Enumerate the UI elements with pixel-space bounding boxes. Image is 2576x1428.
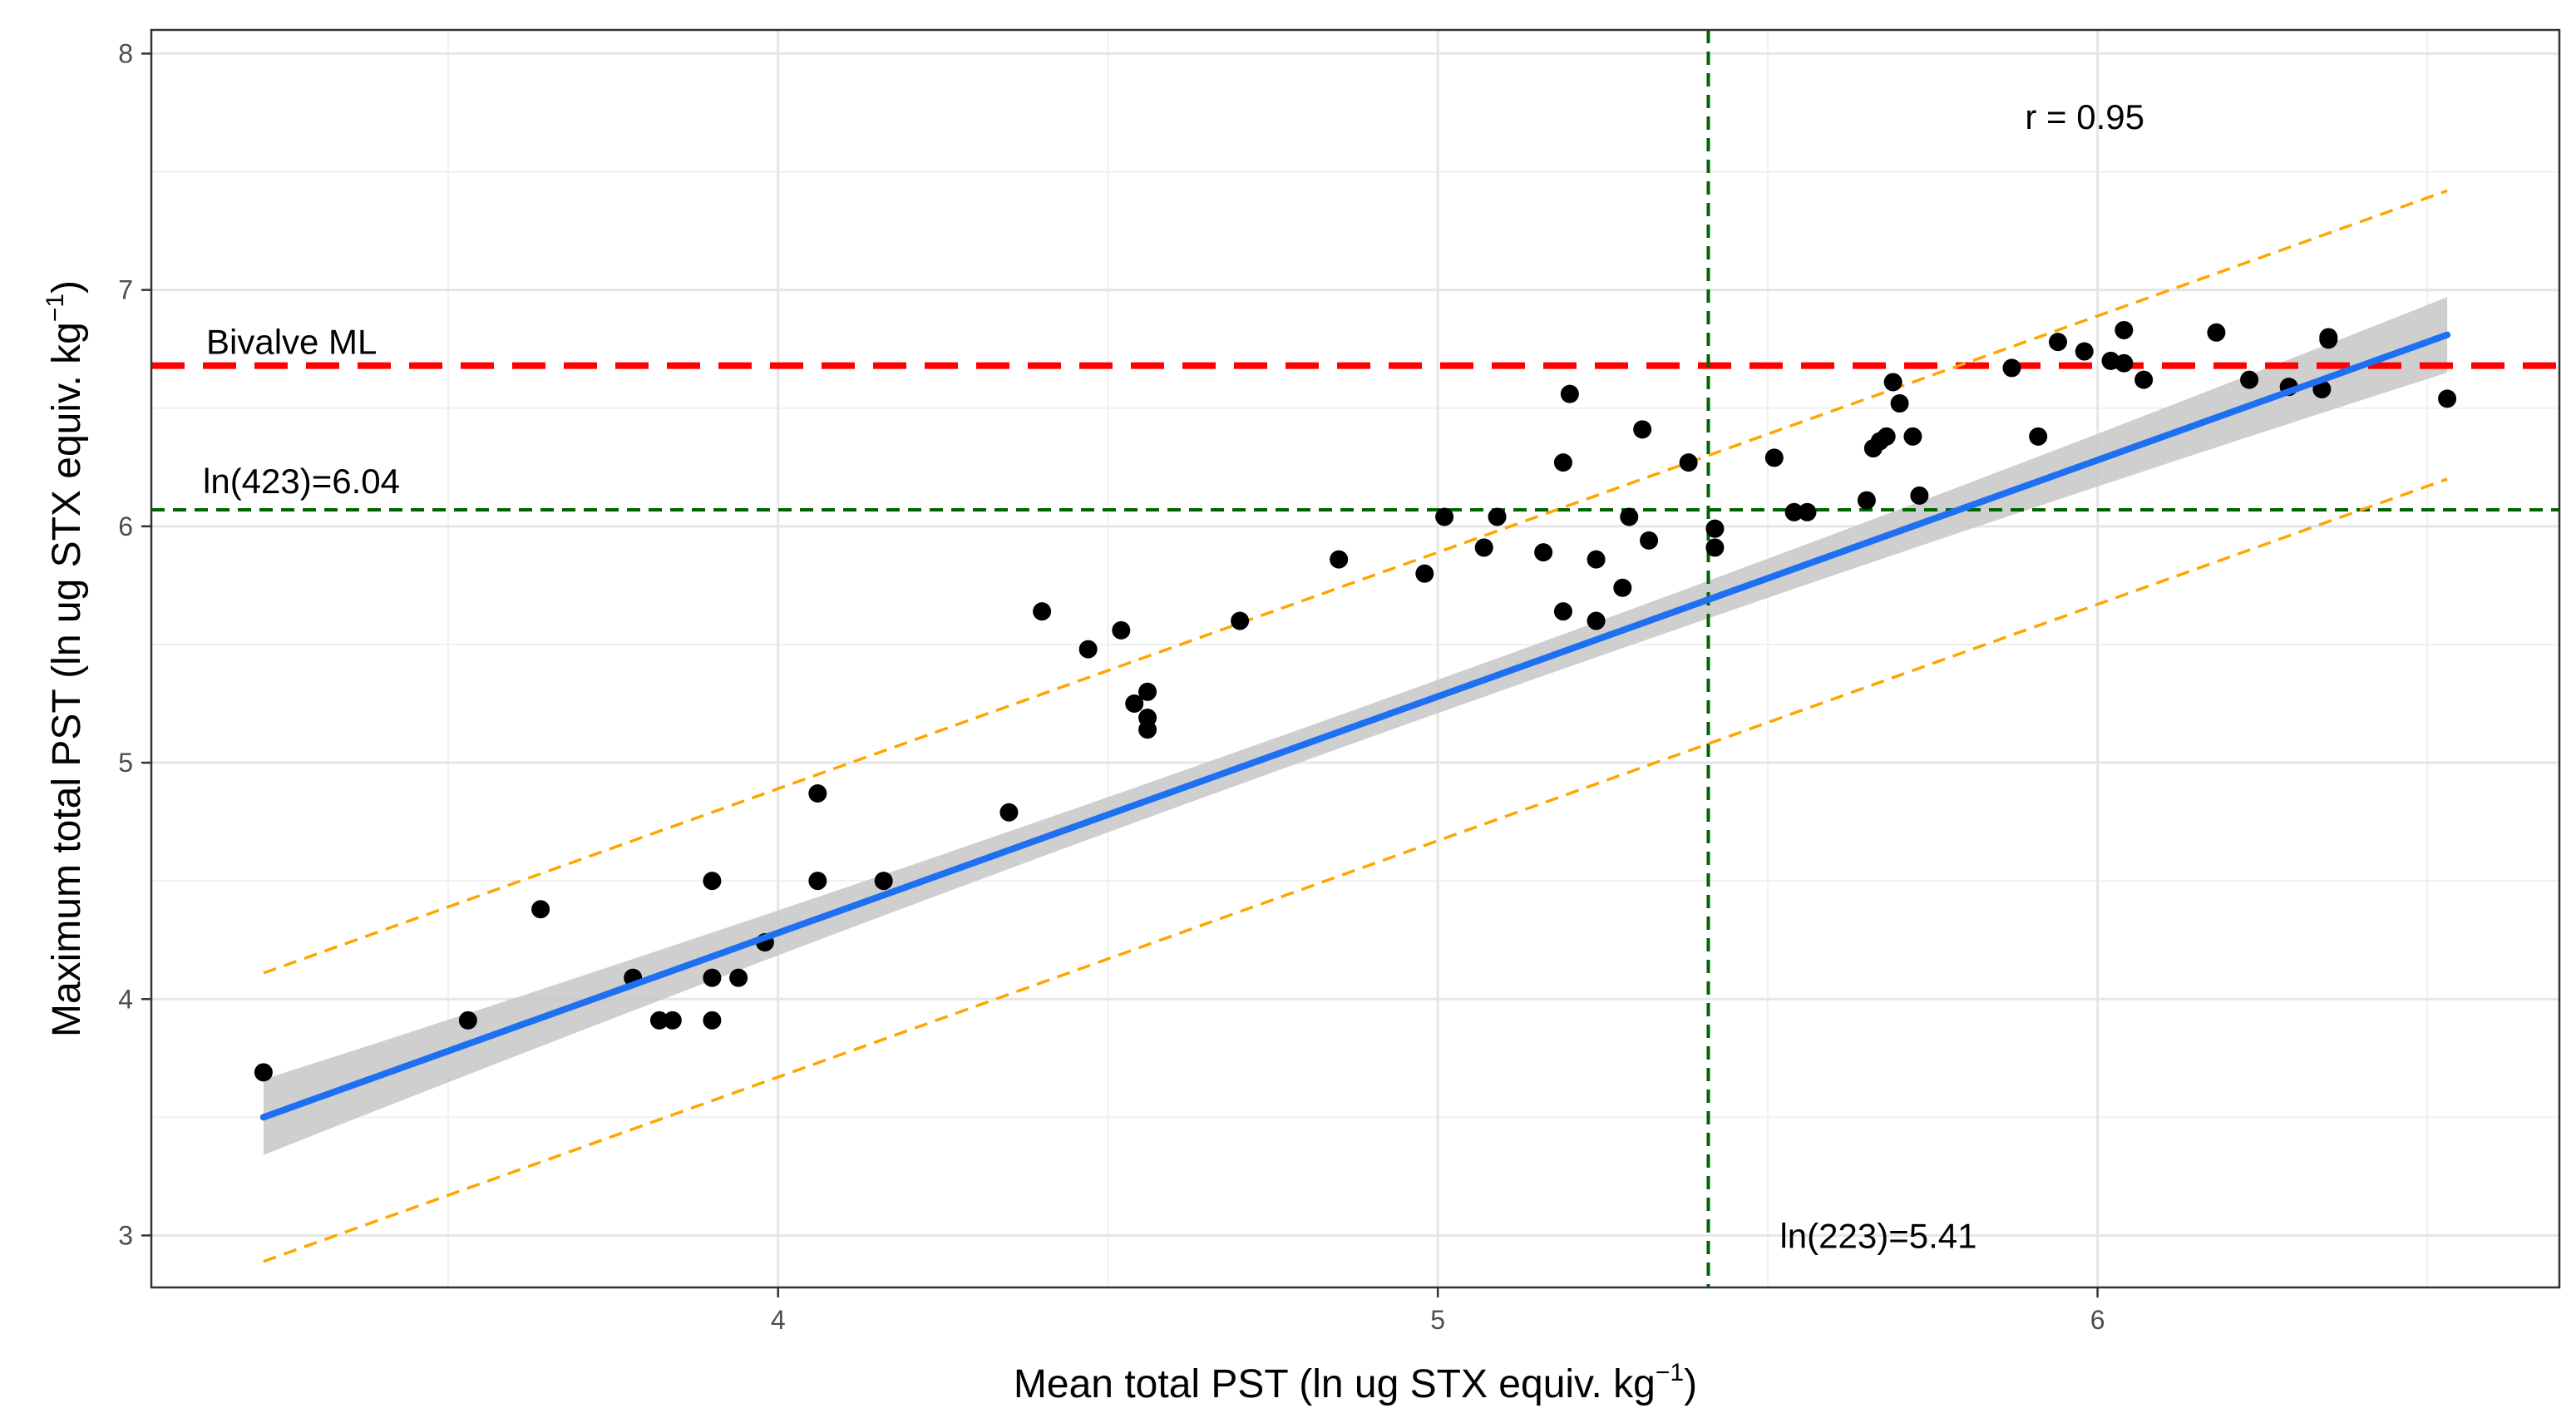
data-point (1125, 694, 1144, 713)
regression-line (259, 331, 2451, 1121)
data-point (1553, 602, 1572, 621)
data-points (254, 320, 2457, 1082)
data-point (531, 900, 550, 919)
data-point (1033, 602, 1052, 621)
data-point (1587, 550, 1606, 569)
data-point (1138, 720, 1157, 739)
data-point (1488, 507, 1507, 526)
data-point (1903, 427, 1922, 446)
bivalve-ml-label: Bivalve ML (206, 323, 377, 362)
x-axis-title-close: ) (1684, 1362, 1697, 1406)
data-point (1910, 486, 1929, 505)
data-point (1231, 611, 1250, 630)
y-tick-label: 8 (118, 38, 133, 68)
prediction-band-lines (263, 189, 2448, 1263)
data-point (1415, 564, 1434, 583)
grid-lines (151, 30, 2559, 1287)
data-point (1330, 550, 1349, 569)
y-tick-label: 4 (118, 984, 133, 1014)
data-point (729, 968, 748, 987)
data-point (703, 872, 722, 891)
y-axis-title-main: Maximum total PST (ln ug STX equiv. kg (45, 322, 89, 1037)
data-point (808, 784, 827, 803)
axis-ticks: 4 5 6 3 4 5 6 7 8 (118, 38, 2105, 1335)
data-point (1435, 507, 1454, 526)
data-point (254, 1063, 273, 1082)
data-point (808, 872, 827, 891)
data-point (458, 1010, 477, 1030)
data-point (1078, 640, 1098, 659)
lower-prediction-line (263, 477, 2448, 1263)
data-point (1112, 620, 1131, 640)
data-point (1587, 611, 1606, 630)
data-point (1877, 427, 1896, 446)
data-point (703, 1010, 722, 1030)
data-point (1560, 384, 1579, 403)
data-point (2207, 323, 2226, 342)
data-point (1705, 538, 1725, 557)
data-point (1857, 491, 1876, 510)
data-point (663, 1010, 682, 1030)
correlation-label: r = 0.95 (2025, 97, 2144, 136)
data-point (1798, 502, 1817, 521)
data-point (2075, 342, 2094, 361)
data-point (2319, 330, 2338, 349)
x-axis-title-main: Mean total PST (ln ug STX equiv. kg (1014, 1362, 1656, 1406)
y-axis-title-sup: −1 (42, 294, 69, 322)
data-point (1138, 682, 1157, 701)
x-tick-label: 6 (2090, 1305, 2105, 1335)
plot-panel-border (150, 28, 2561, 1289)
x-tick-label: 4 (771, 1305, 786, 1335)
x-axis-title: Mean total PST (ln ug STX equiv. kg−1) (1014, 1359, 1697, 1406)
data-point (1705, 519, 1725, 538)
y-tick-label: 3 (118, 1220, 133, 1250)
y-axis-title-close: ) (45, 280, 89, 294)
data-point (1613, 578, 1632, 597)
data-point (2115, 320, 2134, 339)
data-point (1890, 394, 1909, 413)
x-axis-title-sup: −1 (1656, 1359, 1684, 1386)
data-point (1534, 543, 1553, 562)
y-tick-label: 5 (118, 748, 133, 778)
ln223-label: ln(223)=5.41 (1779, 1216, 1976, 1255)
x-tick-label: 5 (1430, 1305, 1445, 1335)
reference-lines (151, 30, 2559, 1287)
data-point (1633, 420, 1652, 439)
data-point (2134, 370, 2154, 389)
data-point (874, 872, 893, 891)
data-point (1553, 453, 1572, 472)
regression-line-layer (259, 331, 2451, 1121)
y-tick-label: 6 (118, 511, 133, 541)
data-point (1883, 373, 1902, 392)
annotations: Bivalve ML ln(423)=6.04 ln(223)=5.41 r =… (203, 97, 2144, 1255)
data-point (1474, 538, 1493, 557)
data-point (999, 803, 1019, 822)
data-point (2438, 389, 2457, 408)
y-axis-title: Maximum total PST (ln ug STX equiv. kg−1… (42, 280, 89, 1037)
data-point (2002, 358, 2021, 378)
data-point (1679, 453, 1698, 472)
data-point (2115, 353, 2134, 373)
upper-prediction-line (263, 189, 2448, 975)
ln423-label: ln(423)=6.04 (203, 462, 400, 501)
data-point (649, 1010, 669, 1030)
data-point (1784, 502, 1804, 521)
data-point (703, 968, 722, 987)
data-point (2029, 427, 2048, 446)
data-point (1620, 507, 1639, 526)
data-point (1640, 531, 1659, 550)
data-point (2048, 333, 2067, 352)
data-point (1764, 448, 1784, 467)
y-tick-label: 7 (118, 275, 133, 305)
data-point (2240, 370, 2259, 389)
